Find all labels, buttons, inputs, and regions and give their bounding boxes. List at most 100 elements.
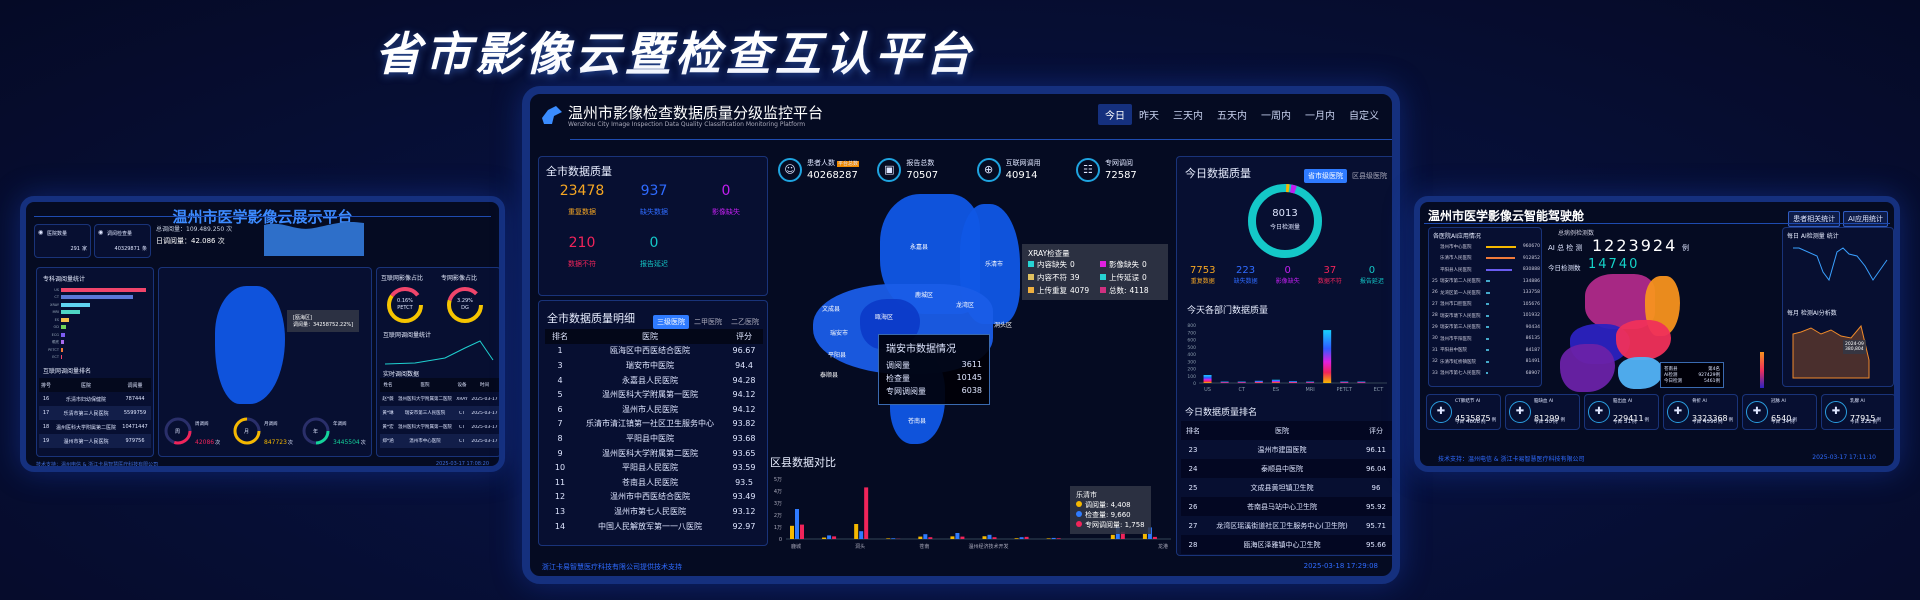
ai-hospital-row[interactable]: 25 瑞安市第二人民医院 134886 xyxy=(1432,276,1540,288)
quality-title: 全市数据质量 xyxy=(546,165,612,178)
detail-tab-0[interactable]: 三级医院 xyxy=(653,315,689,329)
bar-label: ECT xyxy=(52,355,59,360)
table-cell: 979756 xyxy=(125,438,145,444)
legend-dot xyxy=(1076,521,1082,527)
header-cell: 医院 xyxy=(80,382,91,389)
ai-model-card[interactable]: ✚ 脑缺血 AI 81299例 今日 30例 xyxy=(1505,394,1580,430)
table-row[interactable]: 28 瓯海区泽雅镇中心卫生院 95.66 xyxy=(1181,535,1392,554)
ai-card-today-prefix: 今日 xyxy=(1534,420,1543,425)
dept-chart-title: 今天各部门数据质量 xyxy=(1187,306,1269,316)
table-row[interactable]: 27 龙湾区瑶溪街道社区卫生服务中心(卫生院) 95.71 xyxy=(1181,516,1392,535)
right-button-1[interactable]: AI应用统计 xyxy=(1843,211,1888,227)
table-row[interactable]: 12 温州市中西医结合医院 93.49 xyxy=(545,490,763,505)
district-bar xyxy=(955,533,960,539)
table-header: 姓名 医院 设备 时间 xyxy=(380,378,499,392)
wenzhou-map[interactable] xyxy=(215,286,285,404)
table-row[interactable]: 25 文成县黄坦镇卫生院 96 xyxy=(1181,478,1392,497)
table-row[interactable]: 23 温州市建国医院 96.11 xyxy=(1181,440,1392,459)
ai-hospital-row[interactable]: 33 温州市第七人民医院 68907 xyxy=(1432,368,1540,380)
bar xyxy=(61,355,62,360)
today-detect-value: 14740 xyxy=(1588,257,1640,272)
table-row[interactable]: 6 温州市人民医院 94.12 xyxy=(545,402,763,417)
table-row[interactable]: 9 温州医科大学附属第二医院 93.65 xyxy=(545,446,763,461)
ai-hospital-row[interactable]: 26 龙湾区第一人民医院 133758 xyxy=(1432,287,1540,299)
header-cell: 调阅量 xyxy=(127,382,143,389)
ai-model-card[interactable]: ✚ 冠脉 AI 6540例 今日 34例 xyxy=(1742,394,1817,430)
ai-hospital-row[interactable]: 28 瑞安市塘下人民医院 101932 xyxy=(1432,310,1540,322)
tab-4[interactable]: 一周内 xyxy=(1261,111,1291,122)
today-tab-1[interactable]: 区县级医院 xyxy=(1352,172,1387,180)
right-button-0[interactable]: 患者相关统计 xyxy=(1788,211,1841,227)
ai-model-card[interactable]: ✚ CT肺结节 AI 4535875例 今日 4608例 xyxy=(1426,394,1501,430)
table-row[interactable]: 4 永嘉县人民医院 94.28 xyxy=(545,373,763,388)
tab-5[interactable]: 一月内 xyxy=(1305,111,1335,122)
ai-map-region-yongjia[interactable] xyxy=(1585,274,1655,329)
table-row[interactable]: 19 温州市第一人民医院 979756 xyxy=(39,434,151,448)
ai-hospital-row[interactable]: 温州市中心医院 960670 xyxy=(1432,241,1540,253)
right-footer: 技术支持：温州电信 & 浙江卡易智慧医疗科技有限公司 xyxy=(1438,456,1585,463)
tab-6[interactable]: 自定义 xyxy=(1349,111,1379,122)
bar-label: OD xyxy=(53,325,59,330)
ai-hospital-row[interactable]: 27 温州市口腔医院 105676 xyxy=(1432,299,1540,311)
table-cell: 9 xyxy=(557,448,563,458)
ai-map-region-cangnan[interactable] xyxy=(1618,357,1663,389)
today-item-value: 0 xyxy=(1368,265,1376,276)
table-cell: 12 xyxy=(554,492,566,502)
table-row[interactable]: 13 温州市第七人民医院 93.12 xyxy=(545,504,763,519)
table-row[interactable]: 26 苍南县马站中心卫生院 95.92 xyxy=(1181,497,1392,516)
ai-map-region-ruian[interactable] xyxy=(1616,320,1671,360)
left-area-chart xyxy=(264,221,364,256)
tab-2[interactable]: 三天内 xyxy=(1173,111,1203,122)
table-cell: 10 xyxy=(554,463,566,473)
table-row[interactable]: 16 乐清市妇幼保健院 787444 xyxy=(39,392,151,406)
ai-hospital-row[interactable]: 31 平阳县中医院 84187 xyxy=(1432,345,1540,357)
table-row[interactable]: 黄*琳 瑞安市第三人民医院 CT 2025-03-17 xyxy=(380,406,499,420)
table-row[interactable]: 1 瓯海区中西医结合医院 96.67 xyxy=(545,344,763,359)
table-row[interactable]: 赵*薇 温州医科大学附属第二医院 XRAY 2025-03-17 xyxy=(380,392,499,406)
legend-swatch xyxy=(1028,274,1034,280)
ai-hospital-row[interactable]: 29 瑞安市第三人民医院 90434 xyxy=(1432,322,1540,334)
table-row[interactable]: 24 泰顺县中医院 96.04 xyxy=(1181,459,1392,478)
table-cell: 27 xyxy=(1188,521,1198,530)
table-row[interactable]: 3 瑞安市中医院 94.4 xyxy=(545,358,763,373)
quality-label: 重复数据 xyxy=(568,208,596,216)
ai-map-region-taishun[interactable] xyxy=(1560,344,1615,392)
table-row[interactable]: 8 平阳县中医院 93.68 xyxy=(545,431,763,446)
district-bar xyxy=(1019,537,1024,539)
ai-hospital-row[interactable]: 32 乐清市虹桥镇医院 81491 xyxy=(1432,356,1540,368)
table-row[interactable]: 14 中国人民解放军第一一八医院 92.97 xyxy=(545,519,763,534)
today-tab-0[interactable]: 省市级医院 xyxy=(1304,169,1347,183)
tab-3[interactable]: 五天内 xyxy=(1217,111,1247,122)
detail-tab-2[interactable]: 二乙医院 xyxy=(731,318,759,326)
network-icon: ☷ xyxy=(1075,158,1100,182)
district-bar xyxy=(982,536,987,539)
ai-model-card[interactable]: ✚ 脑出血 AI 229411例 今日 31例 xyxy=(1584,394,1659,430)
table-row[interactable]: 郑*涵 温州市中心医院 CT 2025-03-17 xyxy=(380,434,499,448)
ai-hospital-row[interactable]: 乐清市人民医院 912852 xyxy=(1432,253,1540,265)
table-cell: 2025-03-17 xyxy=(471,396,498,402)
table-row[interactable]: 18 温州医科大学附属第二医院 10471447 xyxy=(39,420,151,434)
ai-model-card[interactable]: ✚ 骨折 AI 3323368例 今日 4590例 xyxy=(1663,394,1738,430)
specialty-bar-row: US xyxy=(41,286,151,294)
table-row[interactable]: 17 乐清市第三人民医院 5599759 xyxy=(39,406,151,420)
table-row[interactable]: 7 乐清市清江镇第一社区卫生服务中心 93.82 xyxy=(545,417,763,432)
ai-model-card[interactable]: ✚ 乳腺 AI 77915例 今日 222例 xyxy=(1821,394,1894,430)
detail-tab-1[interactable]: 二甲医院 xyxy=(694,318,722,326)
table-cell: 16 xyxy=(42,396,50,402)
table-row[interactable]: 11 苍南县人民医院 93.5 xyxy=(545,475,763,490)
district-bar xyxy=(1014,538,1019,539)
tab-0[interactable]: 今日 xyxy=(1098,104,1132,125)
table-row[interactable]: 10 平阳县人民医院 93.59 xyxy=(545,460,763,475)
ai-rank: 32 xyxy=(1432,359,1438,365)
table-row[interactable]: 5 温州医科大学附属第一医院 94.12 xyxy=(545,387,763,402)
table-row[interactable]: 黄*宏 温州医科大学附属第一医院 CT 2025-03-17 xyxy=(380,420,499,434)
ai-hospital-row[interactable]: 平阳县人民医院 830888 xyxy=(1432,264,1540,276)
stat-label-group: 患者人数 平台总数 xyxy=(807,158,860,168)
monthly-tooltip: 2024-09 380,804 xyxy=(1843,340,1866,354)
gauge-value-group: 847723次 xyxy=(264,429,293,448)
today-item-value: 223 xyxy=(1236,265,1256,276)
tab-1[interactable]: 昨天 xyxy=(1139,111,1159,122)
ai-card-value: 6540 xyxy=(1771,414,1792,423)
ai-hospital-row[interactable]: 30 温州市平阳医院 86135 xyxy=(1432,333,1540,345)
table-cell: 泰顺县中医院 xyxy=(1261,464,1303,473)
